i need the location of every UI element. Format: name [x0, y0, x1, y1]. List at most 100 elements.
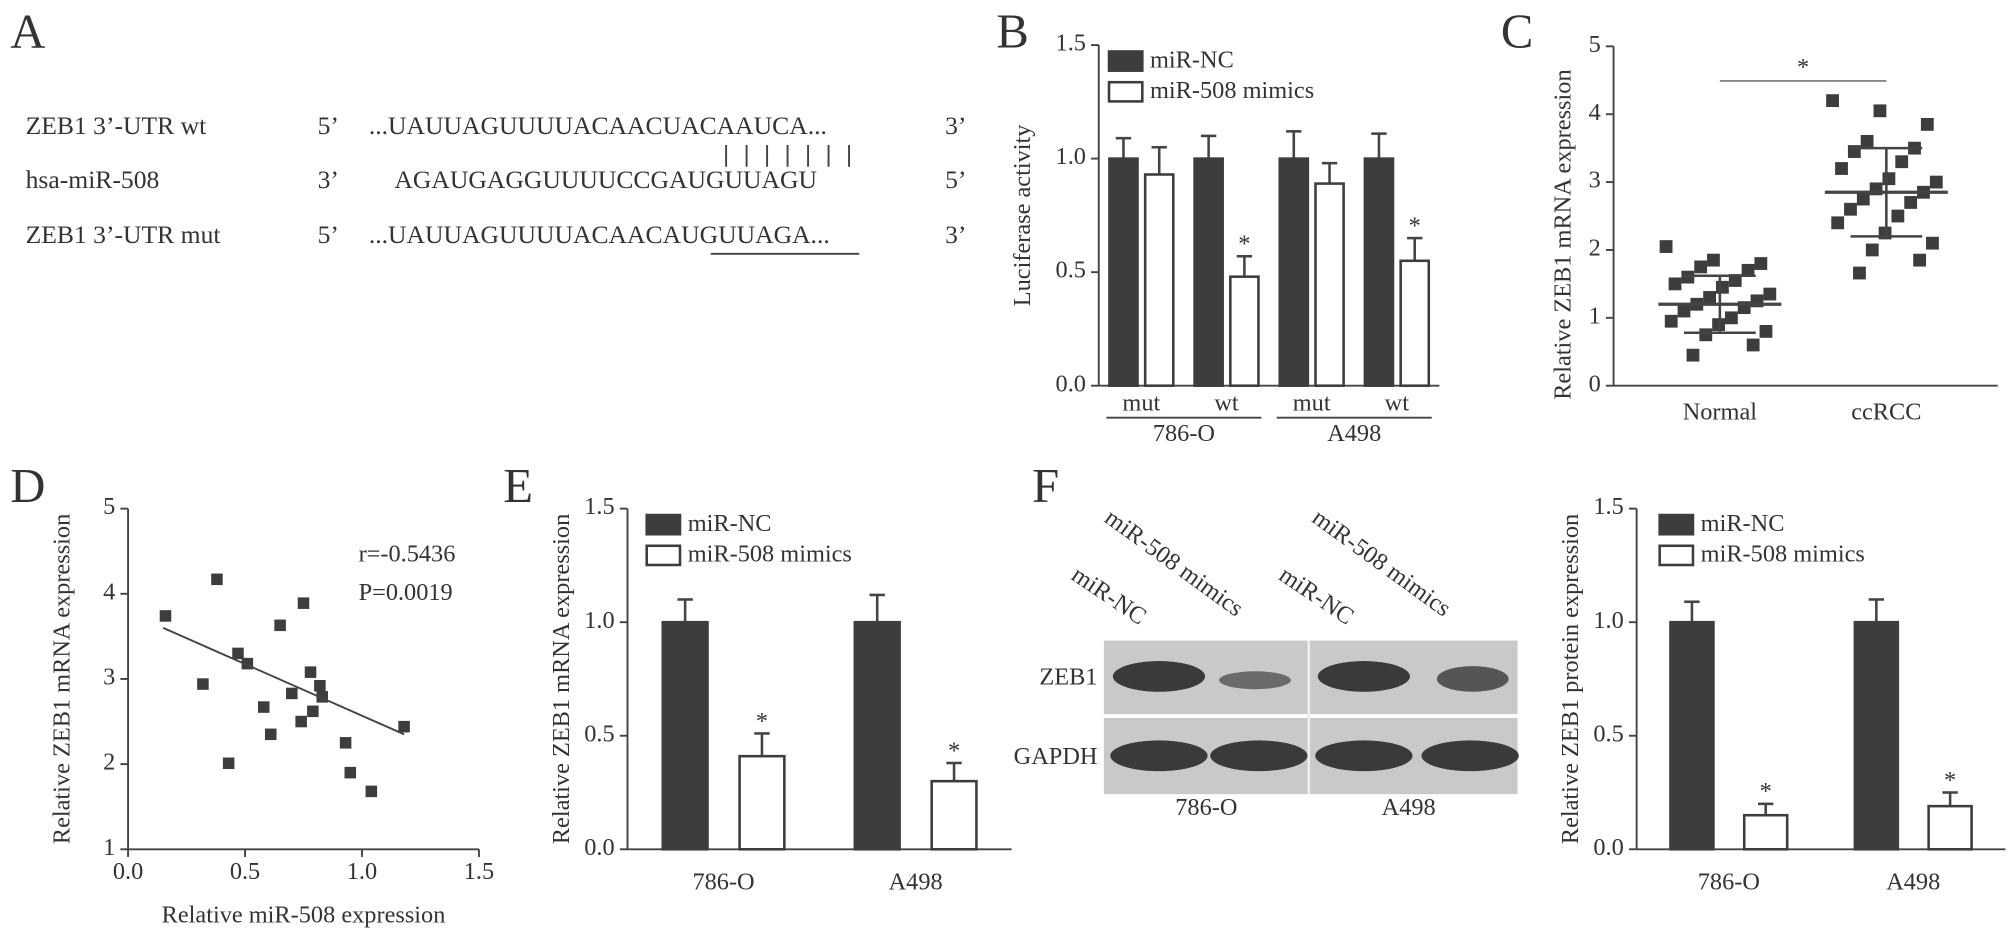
point [211, 573, 223, 586]
point [1659, 240, 1673, 253]
point [1728, 274, 1742, 287]
y-axis-title: Relative ZEB1 mRNA expression [1549, 69, 1576, 399]
y-tick-label: 2 [1589, 235, 1601, 262]
x-tick-label: 0.5 [230, 858, 260, 885]
seq-end: 3’ [318, 165, 339, 194]
bar [1229, 275, 1260, 387]
point [197, 678, 209, 690]
group-label: 786-O [1175, 794, 1237, 821]
y-tick-label: 5 [103, 493, 115, 520]
seq-end: 3’ [945, 111, 966, 140]
point [1895, 155, 1909, 169]
significance-mark: * [948, 737, 960, 764]
band [1112, 661, 1206, 692]
point [257, 701, 270, 713]
point [1926, 236, 1939, 250]
point [344, 766, 357, 779]
bar [1108, 157, 1139, 387]
annotation: r=-0.5436 [359, 541, 456, 568]
y-tick-label: 1.5 [1056, 30, 1086, 57]
band [1315, 740, 1413, 772]
y-tick-label: 0.0 [584, 834, 614, 861]
seq-end: 5’ [945, 165, 966, 194]
pairing-bars [725, 144, 851, 167]
band [1317, 661, 1410, 692]
panel-label: E [503, 459, 533, 513]
y-tick-label: 0.0 [1593, 834, 1623, 861]
bar [853, 620, 901, 851]
sequence-alignment: ZEB1 3’-UTR wt 5’ ...UAUUAGUUUUACAACUACA… [26, 111, 966, 255]
bar [661, 620, 709, 851]
y-tick-label: 0.5 [584, 720, 614, 747]
legend-label: miR-508 mimics [688, 541, 852, 568]
y-tick-label: 1.0 [584, 607, 614, 634]
point [1759, 324, 1773, 338]
bar [1669, 620, 1715, 851]
panel-label: B [996, 4, 1028, 58]
y-tick-label: 1.0 [1056, 143, 1086, 170]
legend-label: miR-NC [688, 510, 772, 537]
x-tick-label: A498 [889, 868, 943, 895]
x-axis-title: Relative miR-508 expression [162, 902, 446, 929]
point [1707, 253, 1720, 267]
bar [1927, 804, 1973, 851]
lane-label: miR-NC [1274, 561, 1359, 630]
y-tick-label: 4 [1589, 99, 1601, 126]
y-tick-label: 0.0 [1056, 370, 1086, 397]
row-label: ZEB1 [1039, 664, 1097, 691]
point [1891, 209, 1905, 223]
y-tick-label: 1 [103, 834, 115, 861]
point [222, 757, 235, 770]
seq-end: 5’ [318, 220, 339, 249]
x-tick-label: mut [1122, 389, 1160, 416]
point [365, 785, 378, 798]
point [1873, 104, 1887, 118]
point [1929, 175, 1943, 189]
point [1831, 216, 1845, 230]
legend-swatch [645, 544, 682, 567]
legend-swatch [1658, 544, 1695, 567]
bar [1363, 157, 1395, 387]
legend-swatch [1107, 80, 1144, 103]
western-blot: miR-NC miR-508 mimics miR-NC miR-508 mim… [1014, 504, 1519, 821]
point [295, 715, 307, 728]
x-tick-label: 0.0 [113, 858, 143, 885]
point [297, 597, 310, 609]
significance-mark: * [1760, 778, 1772, 805]
point [1699, 328, 1713, 342]
y-tick-label: 5 [1589, 31, 1601, 58]
point [1904, 196, 1918, 209]
significance-mark: * [1944, 767, 1956, 794]
point [274, 619, 286, 632]
seq-end: 3’ [945, 220, 966, 249]
point [1826, 94, 1839, 108]
point [1741, 263, 1755, 277]
y-tick-label: 1.5 [1593, 493, 1623, 520]
y-axis-title: Luciferase activity [1009, 124, 1036, 307]
point [1716, 280, 1729, 294]
bar [1193, 157, 1224, 387]
bar [738, 754, 786, 851]
legend-swatch [1658, 513, 1695, 536]
bar [1399, 259, 1431, 387]
y-tick-label: 0.5 [1593, 720, 1623, 747]
x-tick-label: 786-O [692, 868, 754, 895]
point [1746, 338, 1760, 352]
y-tick-label: 0.5 [1056, 257, 1086, 284]
point [1754, 257, 1768, 270]
x-tick-label: 786-O [1698, 868, 1760, 895]
point [286, 687, 298, 700]
point [1703, 291, 1717, 304]
x-tick-label: mut [1293, 389, 1331, 416]
point [1865, 243, 1879, 257]
point [264, 728, 277, 741]
y-tick-label: 3 [1589, 167, 1601, 194]
x-tick-label: 1.0 [347, 858, 377, 885]
bar [930, 779, 978, 851]
bar [1278, 157, 1310, 387]
point [1664, 314, 1678, 328]
y-tick-label: 1.5 [584, 493, 614, 520]
band [1219, 671, 1291, 690]
legend-label: miR-508 mimics [1150, 77, 1314, 104]
point [307, 705, 319, 718]
